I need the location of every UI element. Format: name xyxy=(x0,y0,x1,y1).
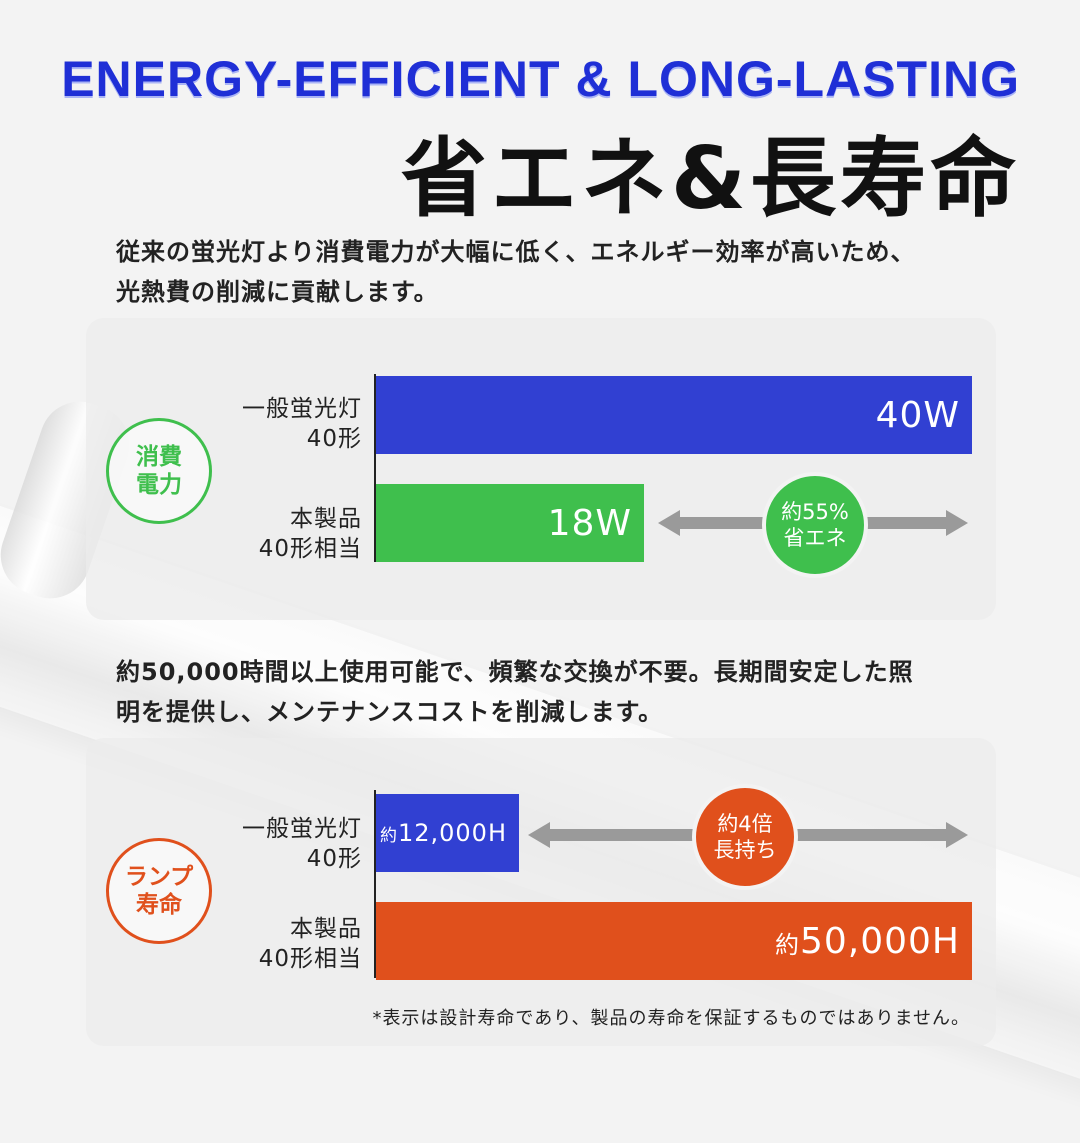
category-line: 40形 xyxy=(306,846,362,872)
intro-paragraph-lifespan: 約50,000時間以上使用可能で、頻繁な交換が不要。長期間安定した照 明を提供し… xyxy=(116,652,1016,732)
power-chart-panel: 消費 電力 一般蛍光灯 40形 本製品 40形相当 40W 18W 約55% 省… xyxy=(86,318,996,620)
arrow-right-head xyxy=(946,510,968,536)
intro-paragraph-power: 従来の蛍光灯より消費電力が大幅に低く、エネルギー効率が高いため、 光熱費の削減に… xyxy=(116,232,1016,312)
bar-fluorescent-power: 40W xyxy=(376,376,972,454)
category-label-product: 本製品 40形相当 xyxy=(222,914,362,974)
title-japanese: 省エネ&長寿命 xyxy=(401,129,1020,229)
callout-line: 長持ち xyxy=(713,838,777,862)
category-label-fluorescent: 一般蛍光灯 40形 xyxy=(222,814,362,874)
badge-line: 電力 xyxy=(136,472,182,498)
bar-fluorescent-life: 約12,000H xyxy=(376,794,519,872)
category-label-fluorescent: 一般蛍光灯 40形 xyxy=(222,394,362,454)
lifespan-callout-badge: 約4倍 長持ち xyxy=(692,784,798,890)
lifespan-chart-axis xyxy=(374,790,376,978)
intro-line: 約50,000時間以上使用可能で、頻繁な交換が不要。長期間安定した照 xyxy=(116,658,914,686)
badge-line: ランプ xyxy=(124,864,194,890)
value-text: 40W xyxy=(875,394,960,436)
bar-value-label: 約50,000H xyxy=(775,921,960,962)
value-prefix: 約 xyxy=(774,930,800,959)
arrow-left-head xyxy=(528,822,550,848)
intro-line: 明を提供し、メンテナンスコストを削減します。 xyxy=(116,698,664,726)
value-text: 12,000H xyxy=(397,819,507,847)
callout-line: 約4倍 xyxy=(717,812,773,836)
callout-line: 約55% xyxy=(781,500,849,524)
title-english: ENERGY-EFFICIENT & LONG-LASTING xyxy=(61,51,1020,107)
category-line: 一般蛍光灯 xyxy=(242,816,362,842)
value-text: 50,000H xyxy=(799,920,960,962)
lifespan-chart-panel: ランプ 寿命 一般蛍光灯 40形 本製品 40形相当 約12,000H 約50,… xyxy=(86,738,996,1046)
category-line: 40形相当 xyxy=(258,536,362,562)
category-line: 40形 xyxy=(306,426,362,452)
lifespan-badge: ランプ 寿命 xyxy=(106,838,212,944)
savings-callout-badge: 約55% 省エネ xyxy=(762,472,868,578)
value-text: 18W xyxy=(547,502,632,544)
bar-value-label: 40W xyxy=(876,395,960,436)
power-chart-axis xyxy=(374,374,376,562)
badge-line: 消費 xyxy=(136,444,182,470)
bar-product-power: 18W xyxy=(376,484,644,562)
bar-value-label: 約12,000H xyxy=(380,819,507,847)
callout-line: 省エネ xyxy=(783,526,847,550)
category-line: 40形相当 xyxy=(258,946,362,972)
power-badge: 消費 電力 xyxy=(106,418,212,524)
category-line: 本製品 xyxy=(290,506,362,532)
category-line: 本製品 xyxy=(290,916,362,942)
arrow-right-head xyxy=(946,822,968,848)
bar-product-life: 約50,000H xyxy=(376,902,972,980)
disclaimer-note: *表示は設計寿命であり、製品の寿命を保証するものではありません。 xyxy=(372,1008,970,1029)
category-label-product: 本製品 40形相当 xyxy=(222,504,362,564)
intro-line: 従来の蛍光灯より消費電力が大幅に低く、エネルギー効率が高いため、 xyxy=(116,238,916,266)
intro-line: 光熱費の削減に貢献します。 xyxy=(116,278,439,306)
category-line: 一般蛍光灯 xyxy=(242,396,362,422)
bar-value-label: 18W xyxy=(548,503,632,544)
arrow-left-head xyxy=(658,510,680,536)
badge-line: 寿命 xyxy=(136,892,182,918)
value-prefix: 約 xyxy=(379,826,398,846)
